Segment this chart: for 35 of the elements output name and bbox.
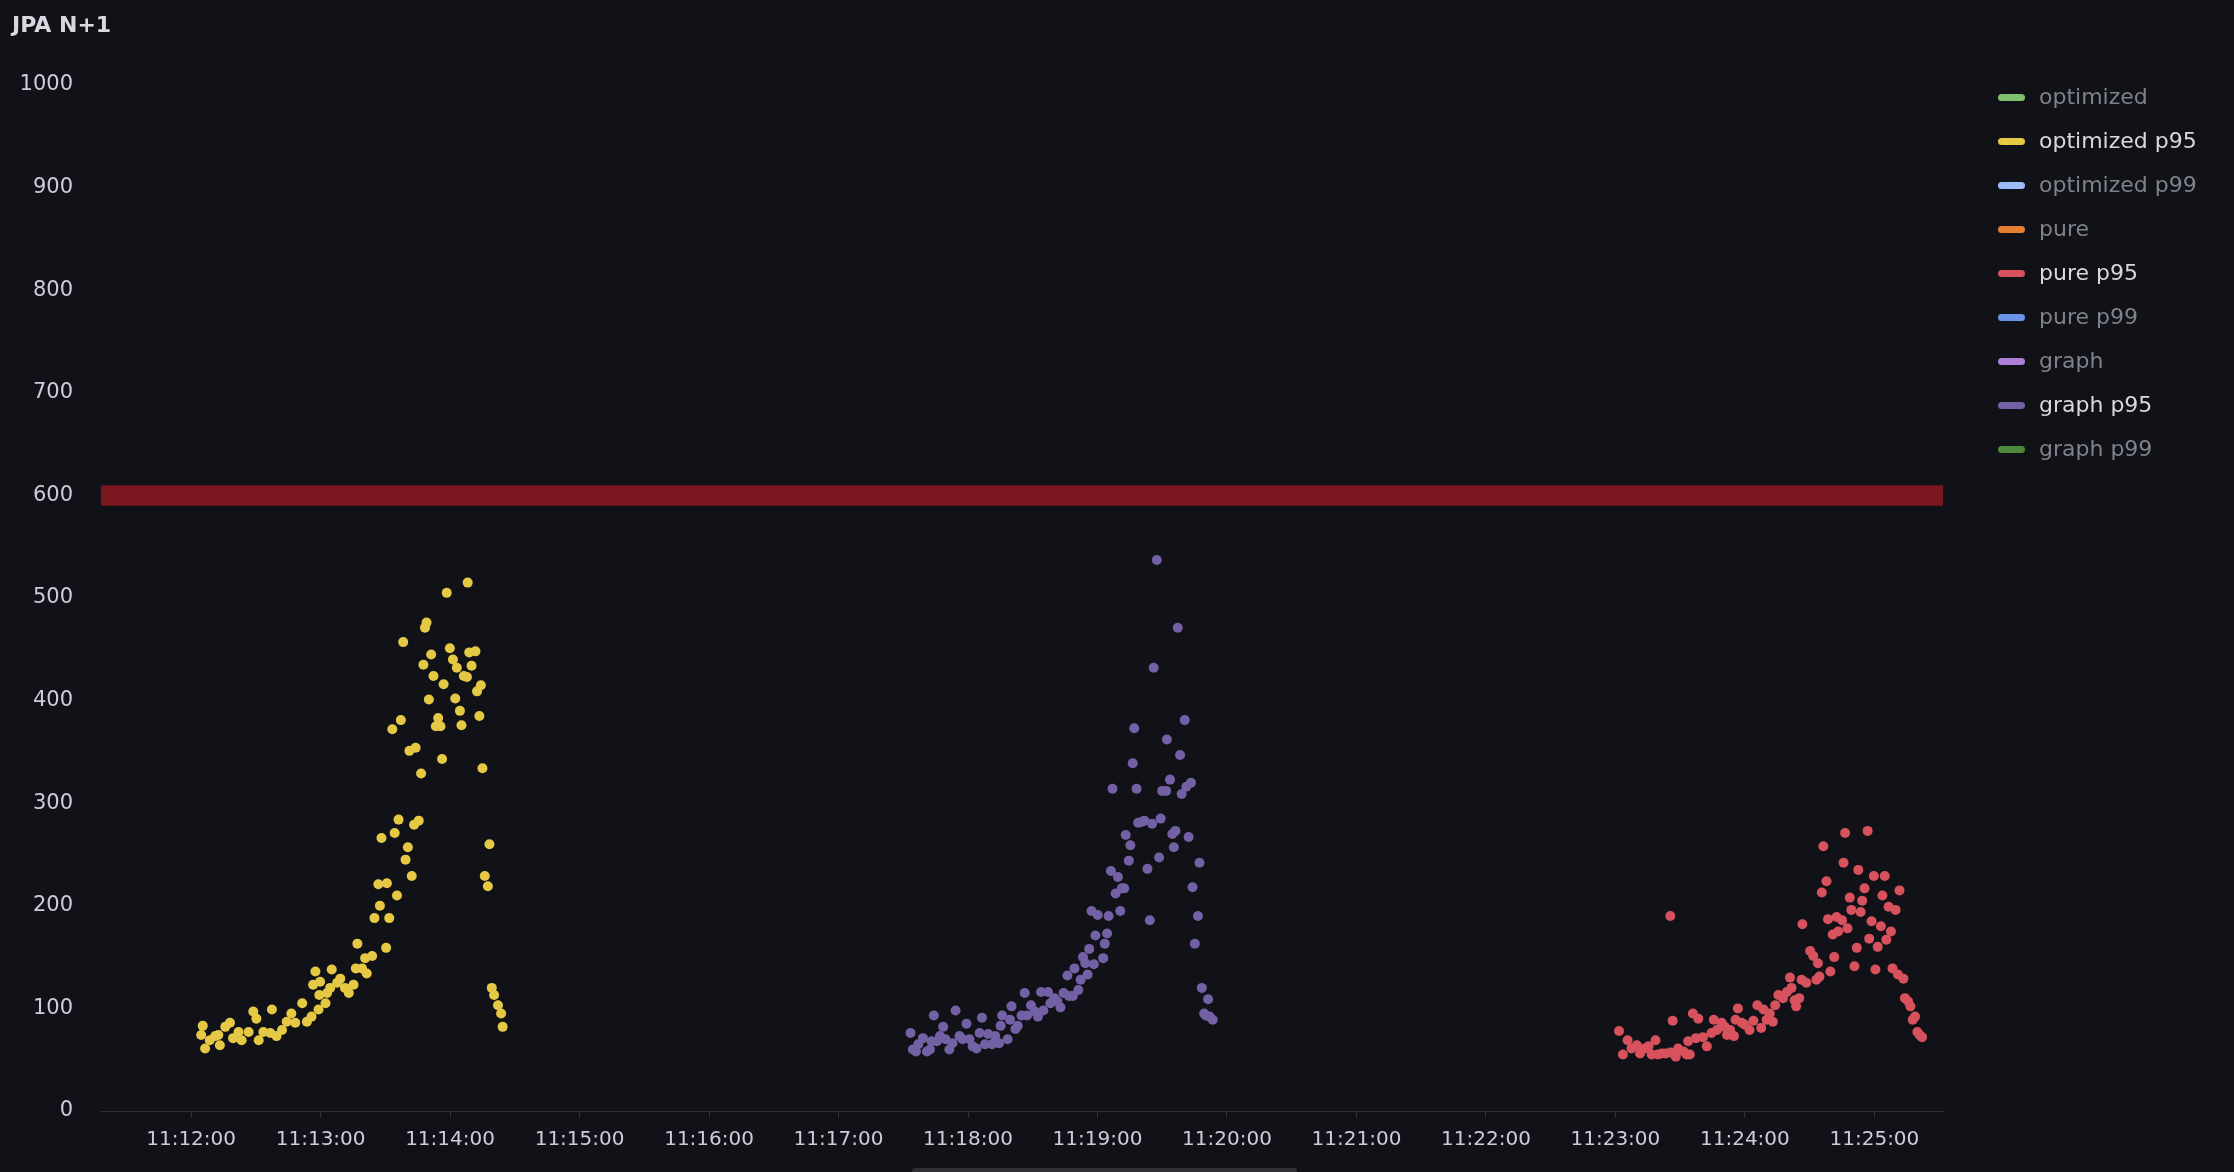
x-tick-label: 11:25:00	[1829, 1126, 1920, 1151]
x-tick-label: 11:22:00	[1441, 1126, 1531, 1151]
x-tick-label: 11:17:00	[793, 1126, 884, 1151]
y-tick-label: 200	[32, 892, 73, 917]
x-tick-label: 11:13:00	[275, 1126, 366, 1151]
chart-title: JPA N+1	[12, 11, 112, 39]
y-tick-label: 400	[32, 687, 73, 712]
y-tick-label: 0	[59, 1097, 73, 1122]
x-tick-label: 11:19:00	[1052, 1126, 1143, 1151]
y-tick-label: 100	[32, 994, 73, 1019]
x-tick-label: 11:21:00	[1311, 1126, 1402, 1151]
x-tick-label: 11:23:00	[1570, 1126, 1661, 1151]
x-tick-label: 11:16:00	[664, 1126, 754, 1151]
legend-label: pure	[2039, 216, 2090, 242]
x-tick-label: 11:14:00	[405, 1126, 495, 1151]
x-tick-label: 11:20:00	[1182, 1126, 1272, 1151]
legend-label: pure p95	[2039, 260, 2138, 286]
y-tick-label: 600	[32, 481, 73, 506]
y-tick-label: 500	[32, 584, 73, 609]
legend-label: optimized p95	[2039, 128, 2197, 154]
legend-label: graph p95	[2039, 392, 2153, 418]
legend-label: graph p99	[2039, 436, 2153, 462]
x-tick-label: 11:12:00	[146, 1126, 237, 1151]
legend-label: optimized p99	[2039, 172, 2197, 198]
y-tick-label: 1000	[19, 71, 73, 96]
y-tick-label: 700	[32, 379, 73, 404]
x-tick-label: 11:24:00	[1699, 1126, 1790, 1151]
x-tick-label: 11:18:00	[923, 1126, 1013, 1151]
y-tick-label: 300	[32, 789, 73, 814]
y-tick-label: 800	[32, 276, 73, 301]
legend-label: pure p99	[2039, 304, 2138, 330]
x-tick-label: 11:15:00	[534, 1126, 625, 1151]
legend-label: graph	[2039, 348, 2104, 374]
y-tick-label: 900	[32, 174, 73, 199]
legend-label: optimized	[2039, 84, 2148, 110]
